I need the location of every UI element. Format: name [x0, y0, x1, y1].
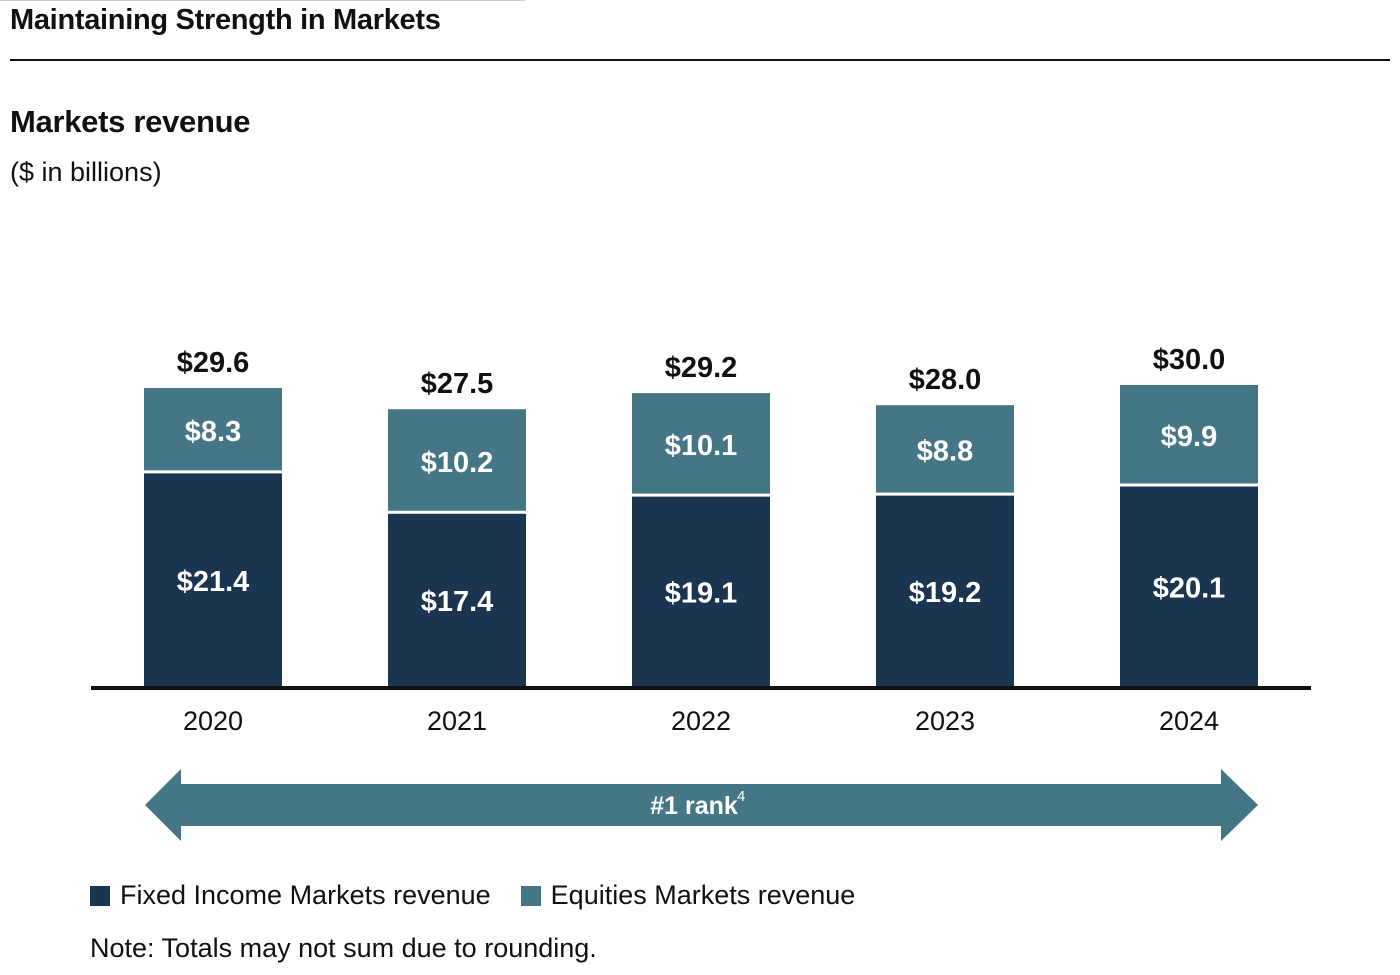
bar-equities-2021 — [388, 409, 526, 513]
chart-subtitle: ($ in billions) — [10, 157, 162, 187]
total-label-2023: $28.0 — [909, 364, 982, 396]
legend-item-fixed-income: Fixed Income Markets revenue — [90, 880, 491, 911]
total-label-2022: $29.2 — [665, 352, 738, 384]
bar-fixed-income-2022 — [632, 495, 770, 688]
title-divider — [10, 59, 1390, 61]
data-label-equities-2024: $9.9 — [1161, 421, 1217, 453]
bar-fixed-income-2024 — [1120, 484, 1258, 688]
data-label-equities-2023: $8.8 — [917, 436, 973, 468]
data-label-fixed-income-2022: $19.1 — [665, 578, 738, 610]
bar-fixed-income-2023 — [876, 494, 1014, 688]
data-label-fixed-income-2020: $21.4 — [177, 566, 250, 598]
total-label-2020: $29.6 — [177, 347, 250, 379]
top-divider — [0, 0, 525, 1]
bar-equities-2023 — [876, 405, 1014, 495]
x-tick-label-2023: 2023 — [915, 706, 975, 736]
chart-title: Markets revenue — [10, 104, 251, 139]
x-tick-label-2021: 2021 — [427, 706, 487, 736]
bar-equities-2020 — [144, 388, 282, 472]
data-label-equities-2022: $10.1 — [665, 430, 738, 462]
rank-annotation-superscript: 4 — [737, 788, 745, 805]
bar-equities-2022 — [632, 393, 770, 496]
data-label-fixed-income-2024: $20.1 — [1153, 572, 1226, 604]
page-title: Maintaining Strength in Markets — [10, 4, 441, 36]
total-label-2024: $30.0 — [1153, 344, 1226, 376]
footnote: Note: Totals may not sum due to rounding… — [90, 933, 597, 963]
rank-arrow — [145, 769, 1258, 841]
legend-swatch-equities — [520, 885, 541, 906]
rank-annotation-label: #1 rank — [650, 792, 738, 820]
data-label-fixed-income-2023: $19.2 — [909, 577, 982, 609]
legend-item-equities: Equities Markets revenue — [520, 880, 856, 911]
legend-swatch-fixed-income — [90, 885, 110, 906]
legend-label-equities: Equities Markets revenue — [550, 880, 856, 910]
bar-fixed-income-2021 — [388, 512, 526, 688]
x-tick-label-2024: 2024 — [1159, 706, 1219, 736]
data-label-equities-2020: $8.3 — [185, 416, 241, 448]
x-tick-label-2020: 2020 — [183, 706, 243, 736]
total-label-2021: $27.5 — [421, 368, 494, 400]
bar-fixed-income-2020 — [144, 471, 282, 688]
chart-legend: Fixed Income Markets revenue Equities Ma… — [90, 880, 885, 911]
data-label-fixed-income-2021: $17.4 — [421, 586, 494, 618]
x-tick-label-2022: 2022 — [671, 706, 731, 736]
bar-equities-2024 — [1120, 385, 1258, 485]
legend-label-fixed-income: Fixed Income Markets revenue — [120, 880, 491, 910]
data-label-equities-2021: $10.2 — [421, 447, 494, 479]
